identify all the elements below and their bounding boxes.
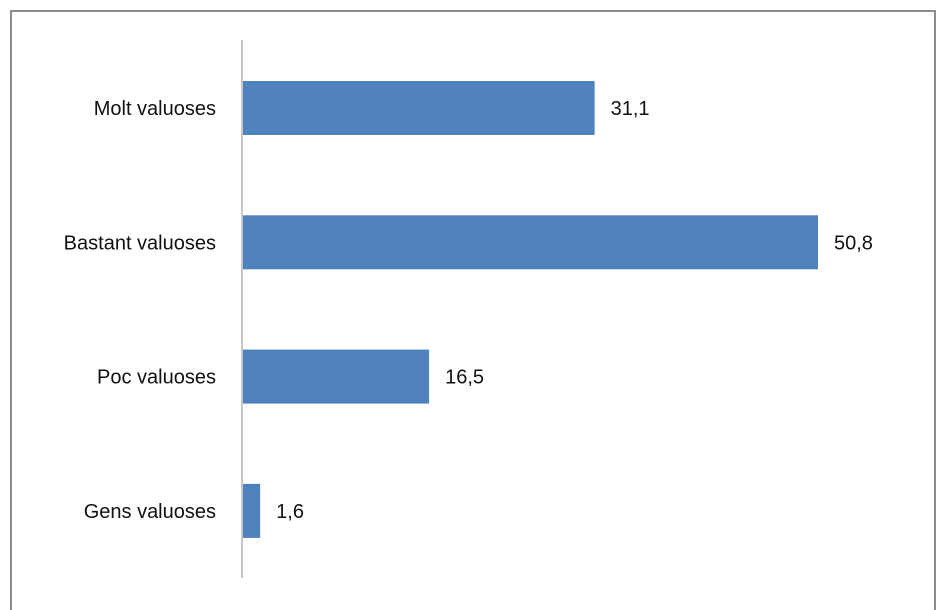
bar (243, 215, 818, 270)
bar (243, 483, 261, 538)
data-label: 31,1 (611, 98, 650, 120)
bar (243, 81, 595, 135)
category-label: Poc valuoses (97, 367, 216, 389)
category-label: Gens valuoses (84, 501, 216, 523)
category-label: Bastant valuoses (64, 232, 216, 254)
value-labels: 31,1 50,8 16,5 1,6 (276, 98, 873, 523)
data-label: 50,8 (834, 232, 873, 254)
data-label: 16,5 (445, 367, 484, 389)
category-labels: Molt valuoses Bastant valuoses Poc valuose… (64, 98, 216, 523)
category-label: Molt valuoses (94, 98, 216, 120)
bars-layer (243, 81, 818, 538)
data-label: 1,6 (276, 501, 304, 523)
bar (243, 349, 430, 404)
